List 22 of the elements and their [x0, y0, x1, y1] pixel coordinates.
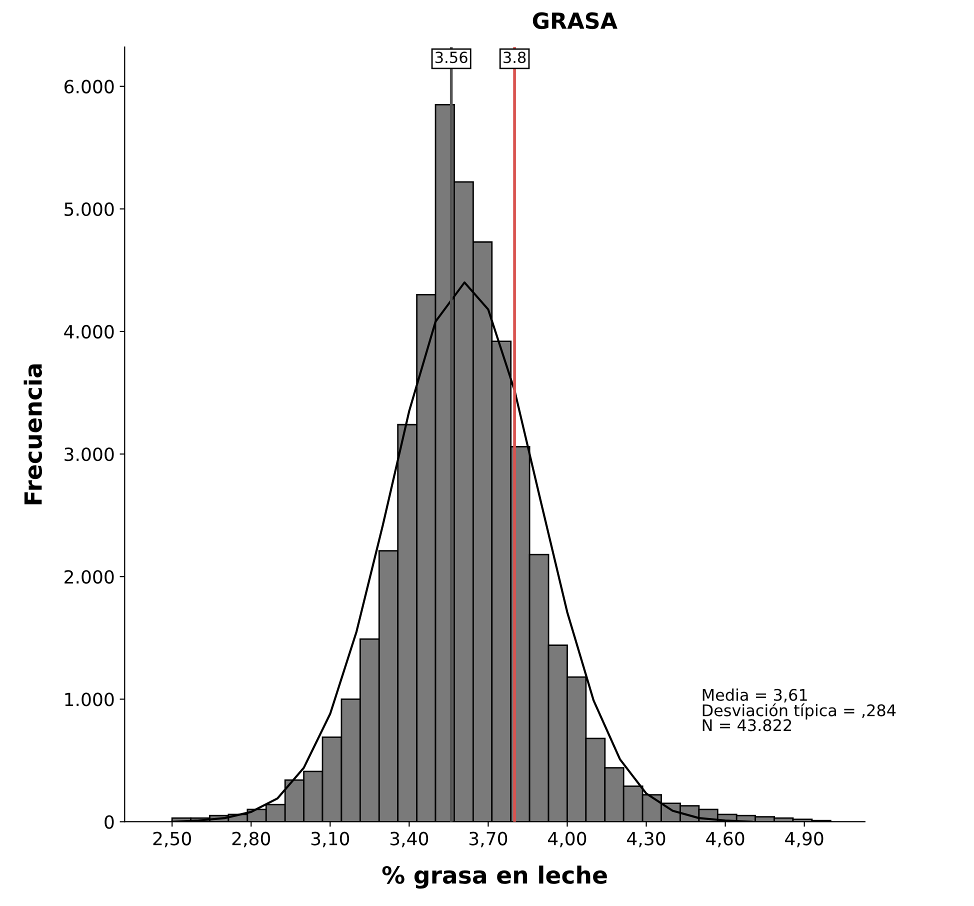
y-axis-title: Frecuencia — [24, 364, 42, 504]
x-tick-label: 2,80 — [232, 832, 270, 848]
y-tick-label: 5.000 — [64, 202, 114, 216]
x-tick-label: 3,70 — [469, 832, 508, 848]
ref-line-label: 3.56 — [435, 52, 468, 64]
x-tick-label: 4,30 — [627, 832, 666, 848]
annotation: Media = 3,61 Desviación típica = ,284 N = 43.822 — [702, 688, 896, 732]
x-tick-label: 4,00 — [548, 832, 586, 848]
chart-title: GRASA — [532, 12, 618, 30]
y-tick-label: 6.000 — [64, 80, 114, 94]
x-tick-label: 4,60 — [706, 832, 744, 848]
y-tick-label: 3.000 — [64, 447, 114, 462]
ref-line-label: 3.8 — [504, 52, 526, 64]
y-tick-label: 1.000 — [65, 692, 114, 706]
y-tick-label: 2.000 — [64, 570, 114, 584]
x-axis-title: % grasa en leche — [382, 866, 607, 889]
x-tick-label: 3,40 — [390, 832, 428, 848]
x-tick-label: 4,90 — [785, 832, 824, 848]
y-tick-label: 4.000 — [64, 324, 114, 339]
x-tick-label: 2,50 — [153, 832, 191, 848]
y-tick-label: 0 — [104, 815, 114, 829]
x-tick-label: 3,10 — [311, 832, 350, 848]
